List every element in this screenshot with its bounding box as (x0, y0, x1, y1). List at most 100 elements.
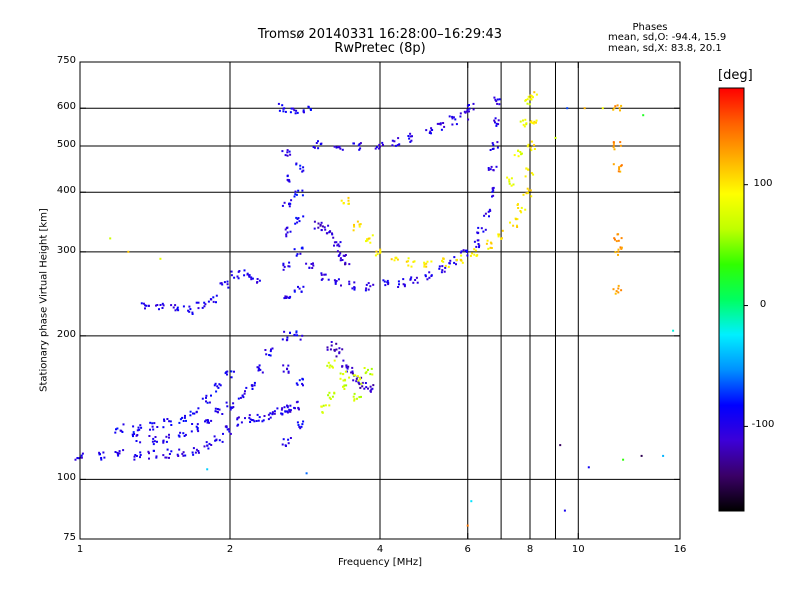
data-point (191, 313, 194, 315)
data-point (442, 257, 445, 260)
data-point (531, 122, 534, 124)
data-point (466, 524, 469, 527)
data-point (516, 218, 519, 221)
data-point (293, 195, 296, 198)
data-point (189, 410, 192, 413)
data-point (493, 96, 496, 99)
data-point (212, 300, 215, 303)
data-point (614, 292, 617, 295)
data-point (170, 304, 173, 307)
data-point (353, 398, 356, 401)
data-point (386, 279, 389, 282)
data-point (308, 266, 311, 269)
data-point (587, 466, 590, 469)
data-point (476, 239, 479, 242)
data-point (282, 364, 285, 367)
data-point (348, 202, 350, 205)
data-point (523, 125, 526, 128)
data-point (524, 175, 527, 178)
x-tick-label: 4 (376, 544, 384, 555)
data-point (321, 411, 324, 414)
data-point (358, 396, 361, 399)
data-point (295, 382, 298, 385)
data-point (284, 444, 287, 447)
data-point (154, 436, 157, 438)
colorbar-tick-label: 0 (759, 298, 767, 310)
data-point (215, 301, 217, 304)
data-point (462, 249, 465, 252)
data-point (359, 378, 362, 381)
data-point (170, 450, 173, 453)
data-point (187, 309, 190, 312)
data-point (295, 162, 298, 165)
data-point (398, 283, 400, 286)
data-point (271, 411, 274, 414)
data-point (295, 254, 298, 257)
data-point (139, 456, 141, 459)
data-point (352, 395, 355, 398)
data-point (527, 95, 530, 98)
data-point (527, 189, 530, 192)
data-point (617, 287, 620, 290)
data-point (192, 447, 195, 450)
data-point (294, 190, 297, 193)
data-point (263, 415, 266, 417)
data-point (453, 256, 456, 259)
data-point (615, 290, 618, 293)
data-point (139, 424, 142, 427)
data-point (430, 127, 433, 130)
data-point (76, 457, 79, 459)
data-point (423, 261, 426, 264)
data-point (371, 373, 374, 376)
data-point (510, 177, 513, 180)
data-point (397, 280, 400, 283)
data-point (468, 110, 470, 113)
data-point (466, 254, 469, 257)
data-point (379, 145, 381, 148)
data-point (519, 120, 522, 123)
data-point (339, 147, 342, 150)
data-point (425, 262, 428, 265)
data-point (288, 202, 291, 205)
data-point (153, 440, 156, 443)
data-point (290, 107, 293, 110)
data-point (336, 146, 339, 148)
data-point (614, 105, 617, 108)
data-point (289, 404, 292, 407)
data-point (191, 451, 194, 454)
data-point (289, 230, 292, 233)
data-point (614, 251, 617, 254)
data-point (284, 154, 287, 157)
data-point (357, 379, 360, 382)
data-point (444, 264, 447, 267)
data-point (367, 288, 370, 291)
data-point (249, 418, 252, 421)
data-point (343, 378, 346, 381)
data-point (491, 190, 494, 193)
data-point (300, 425, 303, 428)
data-point (353, 288, 356, 291)
data-point (332, 236, 335, 239)
data-point (264, 349, 267, 351)
data-point (472, 108, 475, 111)
data-point (353, 223, 355, 226)
data-point (197, 407, 200, 410)
data-point (672, 329, 675, 332)
data-point (494, 98, 497, 101)
data-point (249, 421, 252, 423)
data-point (301, 334, 304, 337)
data-point (153, 422, 156, 425)
data-point (189, 308, 192, 311)
x-axis-label: Frequency [MHz] (337, 557, 423, 568)
data-point (425, 265, 428, 268)
stats-o-line: mean, sd,O: -94.4, 15.9 (608, 32, 727, 43)
data-point (381, 141, 384, 144)
data-point (166, 418, 169, 420)
data-point (250, 384, 253, 387)
data-point (346, 367, 349, 370)
data-point (206, 468, 209, 471)
data-point (286, 411, 289, 414)
data-point (189, 414, 192, 417)
data-point (269, 416, 272, 419)
